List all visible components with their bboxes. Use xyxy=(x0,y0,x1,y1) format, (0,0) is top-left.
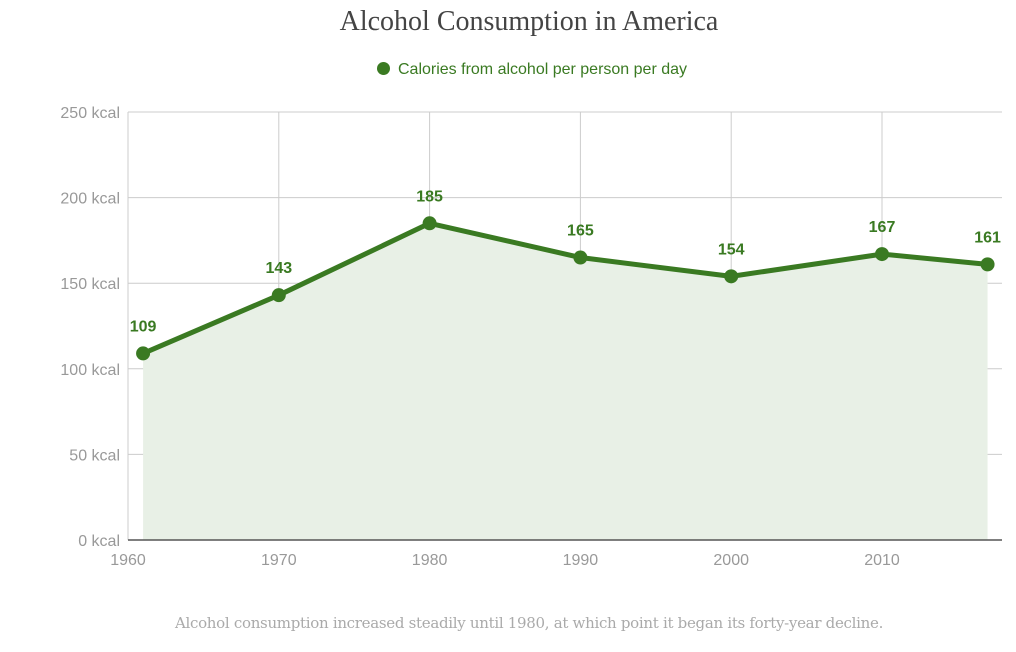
data-label: 161 xyxy=(974,229,1001,246)
data-point xyxy=(136,346,151,361)
chart-caption: Alcohol consumption increased steadily u… xyxy=(174,614,884,632)
y-tick-label: 0 kcal xyxy=(78,533,120,550)
legend-label: Calories from alcohol per person per day xyxy=(397,61,688,78)
x-tick-label: 2000 xyxy=(713,552,749,569)
data-point xyxy=(573,250,588,265)
data-label: 154 xyxy=(718,241,745,258)
x-tick-label: 1980 xyxy=(412,552,448,569)
data-label: 165 xyxy=(567,223,594,240)
data-point xyxy=(271,288,286,303)
data-point xyxy=(980,257,995,272)
data-point xyxy=(724,269,739,284)
data-label: 185 xyxy=(416,188,443,205)
y-tick-label: 50 kcal xyxy=(69,447,120,464)
series-area xyxy=(143,223,988,540)
legend-marker-icon xyxy=(376,62,390,75)
x-tick-label: 1970 xyxy=(261,552,297,569)
data-label: 143 xyxy=(265,260,292,277)
data-label: 109 xyxy=(130,318,157,335)
chart-title: Alcohol Consumption in America xyxy=(339,6,719,37)
data-point xyxy=(875,247,889,262)
data-label: 167 xyxy=(869,219,896,236)
y-tick-label: 150 kcal xyxy=(60,276,120,293)
legend: Calories from alcohol per person per day xyxy=(0,61,1016,79)
data-point xyxy=(422,216,437,231)
x-tick-label: 1990 xyxy=(563,552,599,569)
x-tick-label: 1960 xyxy=(110,552,146,569)
x-tick-label: 2010 xyxy=(864,552,900,569)
y-tick-label: 100 kcal xyxy=(60,362,120,379)
y-tick-label: 250 kcal xyxy=(60,105,120,122)
y-tick-label: 200 kcal xyxy=(60,191,120,208)
